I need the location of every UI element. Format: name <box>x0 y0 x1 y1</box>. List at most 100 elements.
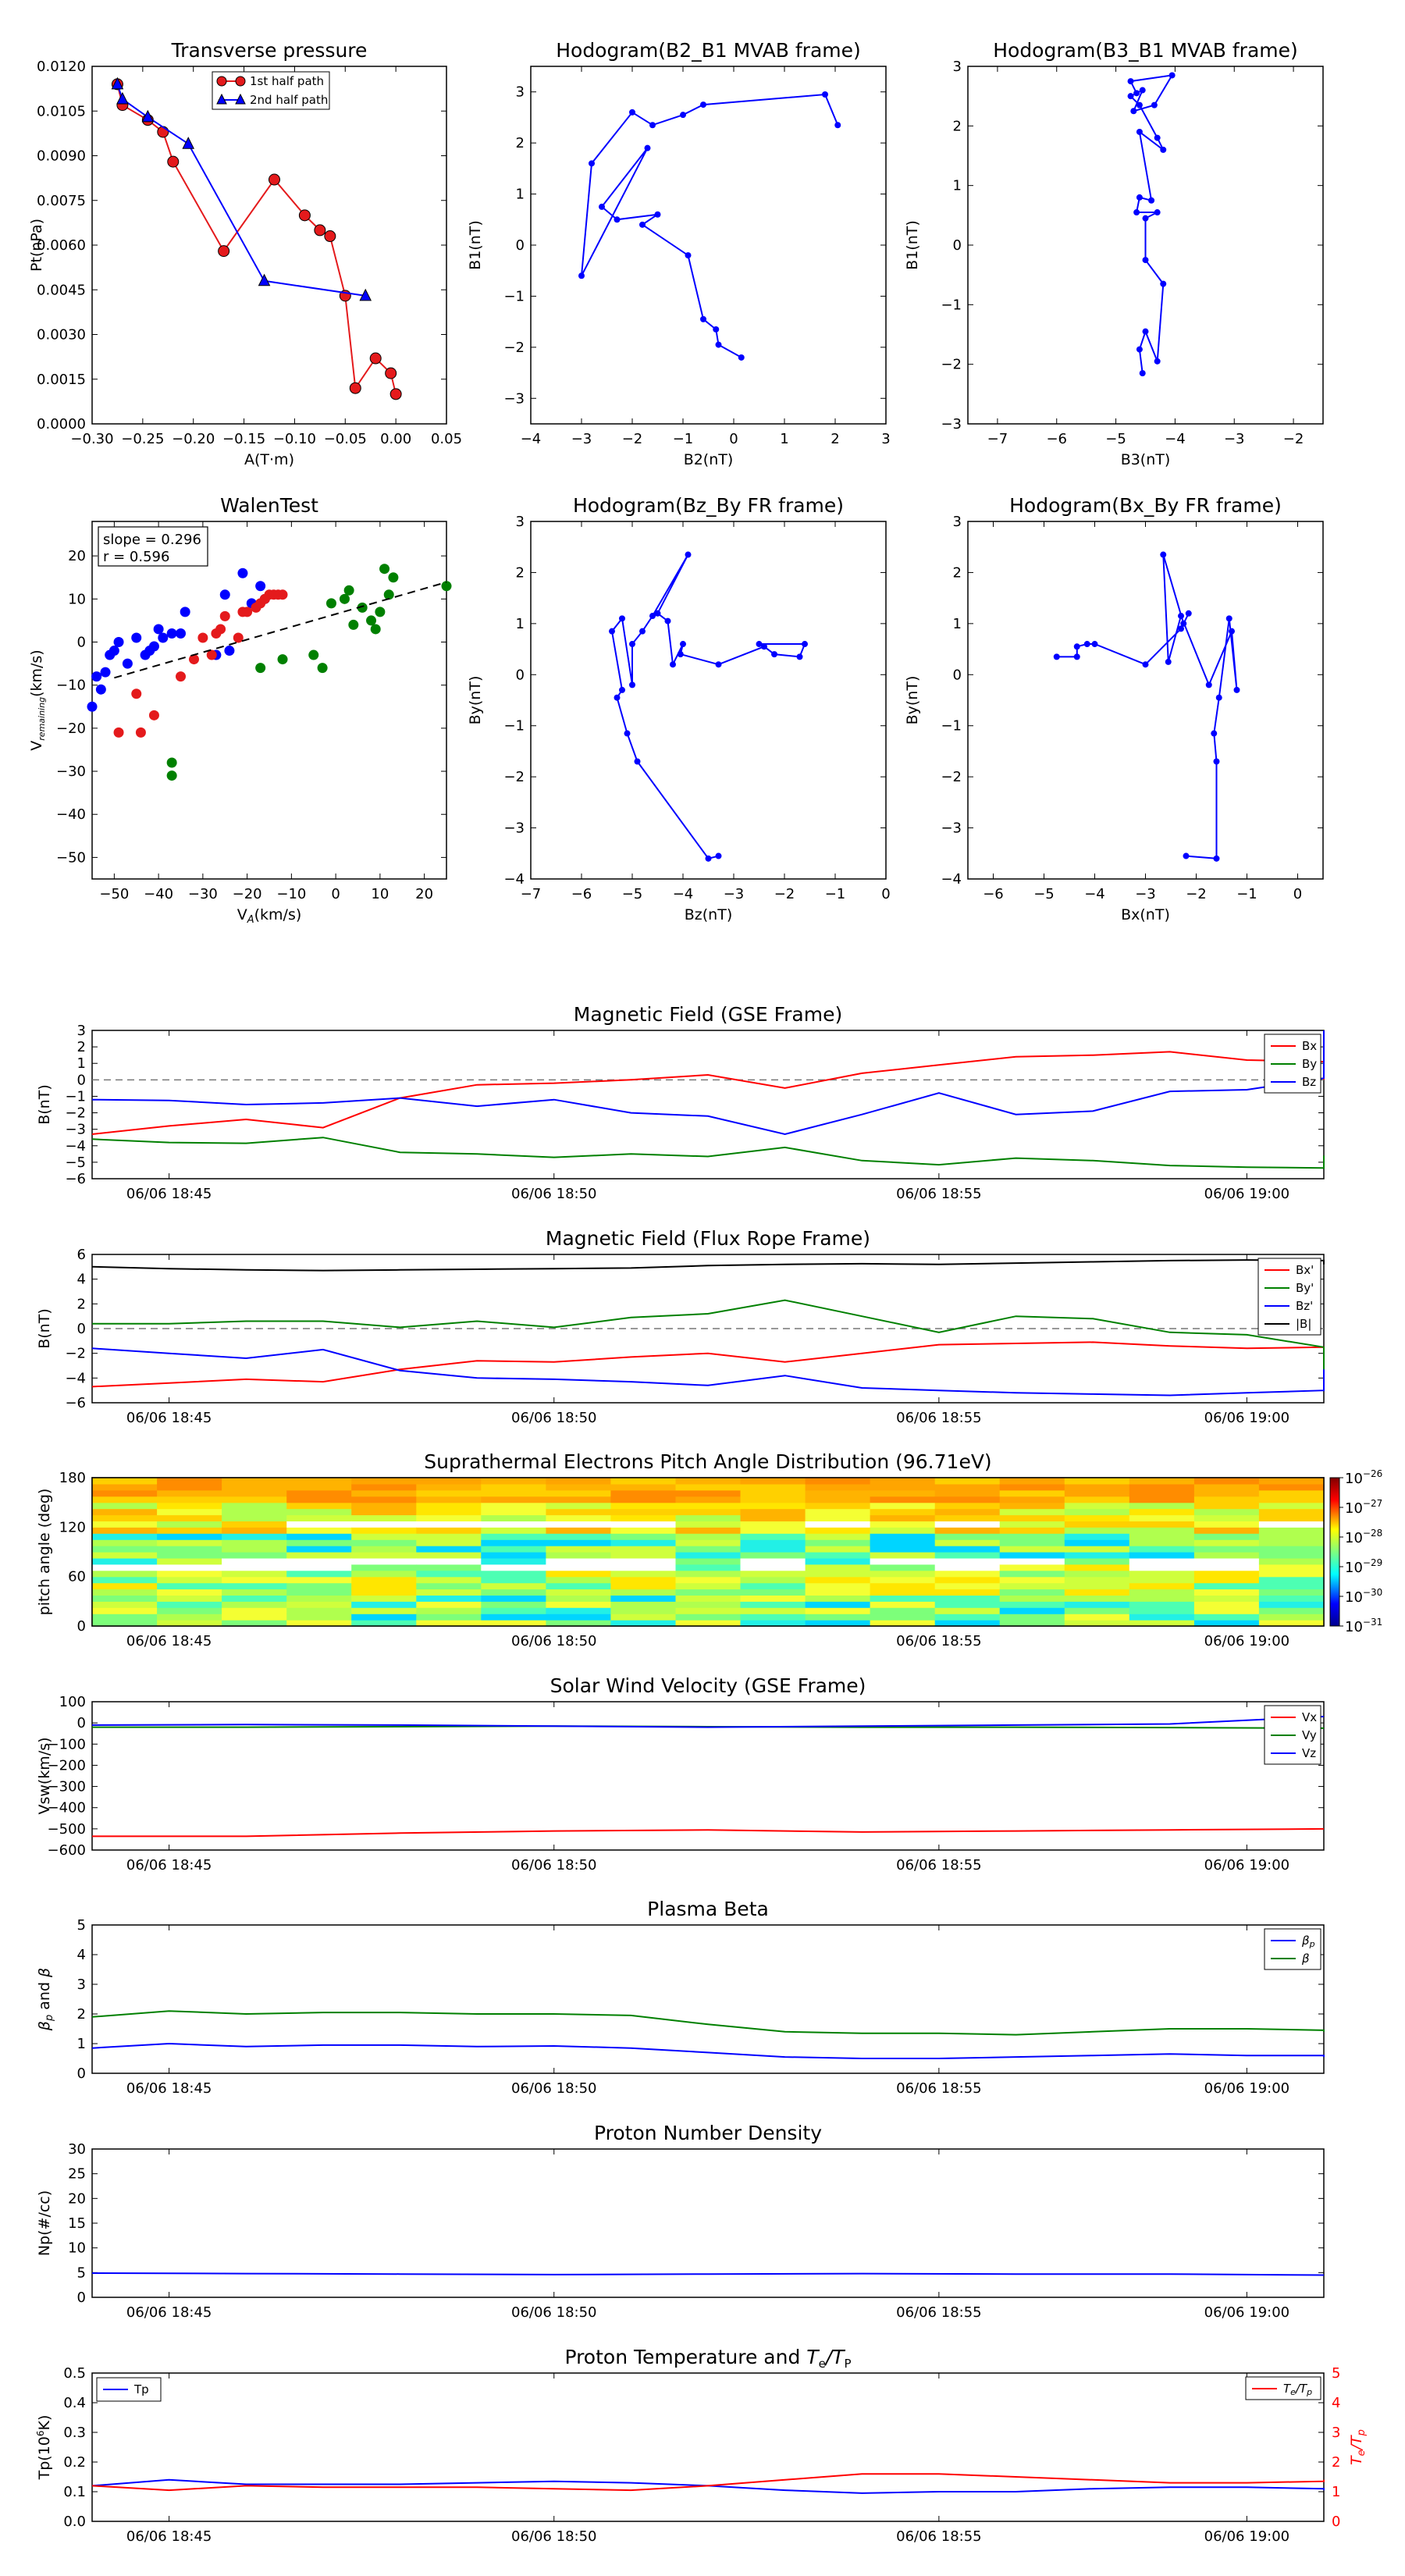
legend-label: 2nd half path <box>250 93 328 107</box>
series-line-Tp <box>91 2478 1325 2494</box>
x-tick-label: −1 <box>825 886 846 902</box>
heatmap-cell <box>92 1478 158 1485</box>
legend-label: |B| <box>1296 1317 1311 1331</box>
heatmap-cell <box>805 1589 871 1596</box>
data-point <box>383 589 394 600</box>
heatmap-cell <box>740 1483 806 1491</box>
data-point <box>834 122 841 129</box>
y-tick-label: 0 <box>77 2065 86 2082</box>
colorbar-label: 10−28 <box>1345 1528 1382 1546</box>
heatmap-cell <box>481 1483 546 1491</box>
x-tick-label: 06/06 18:45 <box>126 1857 212 1873</box>
heatmap-cell <box>222 1539 287 1546</box>
data-point <box>1154 134 1161 141</box>
y-tick-label: 1 <box>516 616 525 632</box>
x-tick-label: 0 <box>331 886 340 902</box>
heatmap-cell <box>546 1546 612 1553</box>
x-tick-label: 06/06 18:55 <box>896 1633 981 1649</box>
heatmap-cell <box>481 1527 546 1534</box>
panel-title: Transverse pressure <box>171 39 368 62</box>
data-point <box>314 224 326 237</box>
data-point <box>1180 620 1187 627</box>
heatmap-cell <box>1064 1478 1130 1485</box>
heatmap-cell <box>740 1546 806 1553</box>
heatmap-cell <box>351 1564 417 1571</box>
data-point <box>1178 625 1184 632</box>
legend: Bx' By' Bz' |B| <box>1257 1258 1321 1336</box>
y-tick-label: −1 <box>503 718 525 735</box>
heatmap-cell <box>1129 1489 1195 1497</box>
heatmap-cell <box>610 1570 677 1578</box>
heatmap-cell <box>222 1552 287 1559</box>
x-tick-label: −3 <box>1224 431 1245 447</box>
x-tick-label: 06/06 18:45 <box>126 2304 212 2321</box>
x-tick-label: −30 <box>188 886 218 902</box>
y-tick-label: 1 <box>77 2036 86 2052</box>
plot-frame <box>91 1701 1325 1851</box>
data-point <box>277 589 288 600</box>
data-point <box>385 367 397 379</box>
heatmap-cell <box>286 1478 352 1485</box>
data-point <box>108 646 119 656</box>
heatmap-cell <box>1064 1521 1130 1528</box>
heatmap-cell <box>870 1570 936 1578</box>
x-axis-label: B2(nT) <box>684 451 734 468</box>
x-tick-label: 0 <box>881 886 890 902</box>
heatmap-cell <box>999 1502 1065 1510</box>
data-point <box>589 160 595 167</box>
y-tick-label: −4 <box>65 1138 86 1155</box>
heatmap-cell <box>675 1576 742 1584</box>
y-tick-label: 4 <box>77 1947 86 1963</box>
heatmap-cell <box>934 1539 1001 1546</box>
heatmap-cell <box>675 1614 742 1621</box>
heatmap-cell <box>1193 1521 1260 1528</box>
y-tick-label: 0 <box>516 667 525 683</box>
y-tick-label: 0.3 <box>63 2425 86 2441</box>
heatmap-cell <box>416 1478 482 1485</box>
heatmap-cell <box>1258 1533 1325 1540</box>
heatmap-cell <box>1258 1614 1325 1621</box>
heatmap-cell <box>351 1601 417 1608</box>
heatmap-cell <box>92 1564 158 1571</box>
heatmap-cell <box>351 1483 417 1491</box>
heatmap-cell <box>481 1589 546 1596</box>
heatmap-cell <box>805 1478 871 1485</box>
heatmap-cell <box>1064 1576 1130 1584</box>
heatmap-cell <box>1258 1483 1325 1491</box>
series-line-By' <box>92 1299 1325 1376</box>
data-point <box>157 126 169 138</box>
plot-frame <box>91 2372 1325 2522</box>
heatmap-cell <box>351 1582 417 1590</box>
heatmap-cell <box>740 1620 806 1627</box>
y-tick-label: 0 <box>516 237 525 254</box>
data-point <box>629 641 635 648</box>
y-axis-label: Vremaining(km/s) <box>28 649 47 750</box>
data-point <box>1136 128 1143 135</box>
heatmap-cell <box>92 1601 158 1608</box>
y-tick-label: 0.0 <box>63 2514 86 2530</box>
data-point <box>1154 209 1161 216</box>
heatmap-cell <box>610 1496 677 1503</box>
heatmap-cell <box>675 1521 742 1528</box>
data-point <box>148 641 159 652</box>
series-line-Bz' <box>91 1347 1325 1397</box>
heatmap-cell <box>286 1589 352 1596</box>
heatmap-cell <box>286 1552 352 1559</box>
heatmap-cell <box>934 1521 1001 1528</box>
data-point <box>1168 72 1176 79</box>
panel-tp: Transverse pressure−0.30 −0.25 −0.20 −0.15−… <box>28 39 462 468</box>
y-tick-label: −3 <box>503 820 525 837</box>
heatmap-cell <box>416 1614 482 1621</box>
heatmap-cell <box>351 1607 417 1614</box>
heatmap-cell <box>1193 1508 1260 1516</box>
x-tick-label: 06/06 18:45 <box>126 1186 212 1202</box>
y-tick-label: 0.0030 <box>37 327 86 343</box>
heatmap-cell <box>416 1508 482 1516</box>
heatmap-cell <box>610 1521 677 1528</box>
y2-tick-label: 3 <box>1332 2425 1340 2441</box>
y-tick-label: 0.0105 <box>37 103 86 119</box>
data-point <box>1160 551 1167 558</box>
unit: (km/s) <box>254 906 302 923</box>
heatmap-cell <box>1258 1557 1325 1565</box>
heatmap-cell <box>675 1514 742 1521</box>
